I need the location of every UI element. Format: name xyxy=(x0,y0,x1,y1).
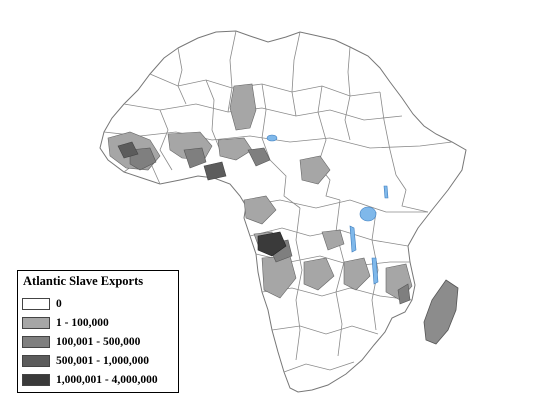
legend-item-4: 1,000,001 - 4,000,000 xyxy=(22,370,174,389)
legend-label: 1 - 100,000 xyxy=(56,316,109,329)
legend-swatch xyxy=(22,335,50,348)
legend-swatch xyxy=(22,297,50,310)
lake-tanganyika xyxy=(349,225,357,253)
legend-item-0: 0 xyxy=(22,294,174,313)
legend-item-1: 1 - 100,000 xyxy=(22,313,174,332)
legend-label: 100,001 - 500,000 xyxy=(56,335,141,348)
regions-500001-1000000 xyxy=(117,141,227,181)
madagascar xyxy=(423,279,459,345)
legend-item-3: 500,001 - 1,000,000 xyxy=(22,351,174,370)
map-legend: Atlantic Slave Exports 0 1 - 100,000 100… xyxy=(17,270,179,393)
legend-title: Atlantic Slave Exports xyxy=(23,274,144,288)
legend-swatch xyxy=(22,373,50,386)
legend-swatch xyxy=(22,354,50,367)
lakes xyxy=(266,134,389,285)
legend-item-2: 100,001 - 500,000 xyxy=(22,332,174,351)
legend-swatch xyxy=(22,316,50,329)
lake-turkana xyxy=(383,185,389,199)
africa-landmass xyxy=(99,30,467,393)
legend-label: 500,001 - 1,000,000 xyxy=(56,354,149,367)
lake-chad xyxy=(266,134,278,142)
legend-label: 1,000,001 - 4,000,000 xyxy=(56,373,158,386)
lake-victoria xyxy=(359,206,377,222)
legend-label: 0 xyxy=(56,297,62,310)
regions-1000001-4000000 xyxy=(257,231,287,257)
lake-malawi xyxy=(371,257,379,285)
